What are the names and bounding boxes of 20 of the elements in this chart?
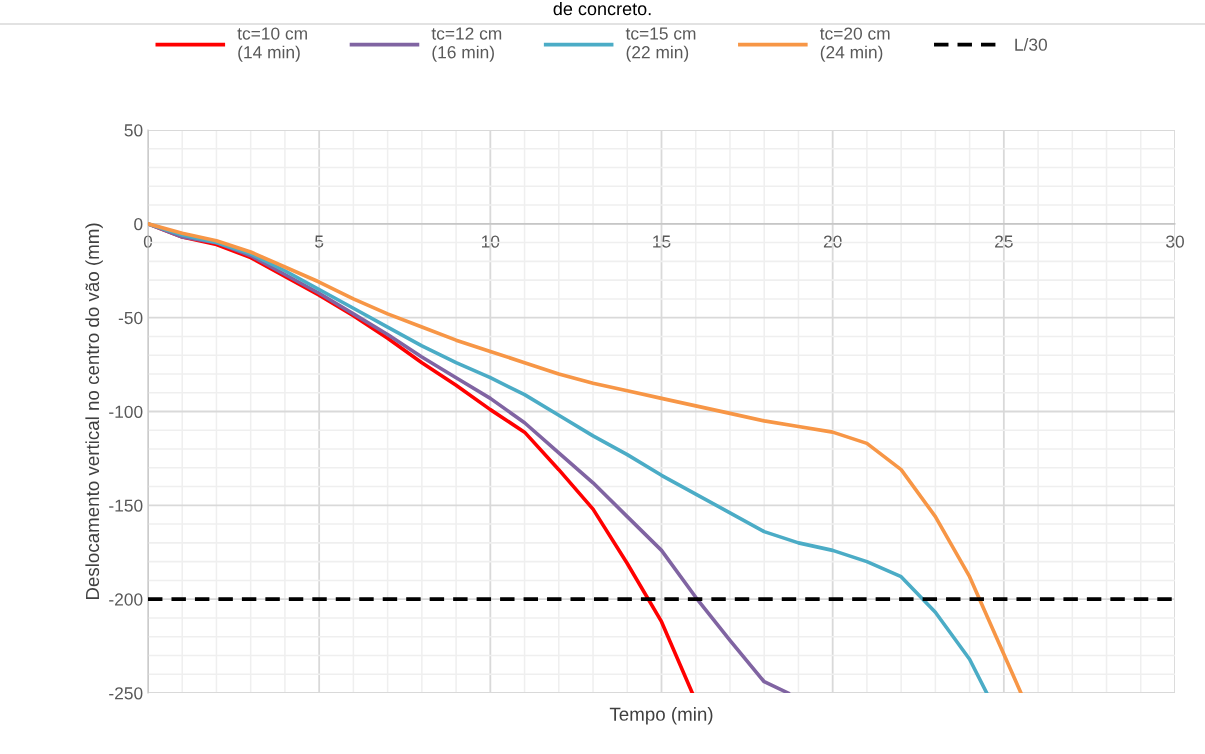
legend-label: tc=15 cm (22 min) — [625, 27, 696, 62]
x-tick-label: 25 — [995, 235, 1013, 248]
x-tick-label: 5 — [315, 235, 324, 248]
x-tick-label: 30 — [1166, 235, 1184, 248]
y-tick-label: -50 — [118, 311, 143, 325]
y-tick-label: -250 — [109, 687, 143, 700]
y-tick-label: -100 — [109, 405, 143, 418]
x-tick-label: 15 — [653, 235, 671, 248]
y-axis-title: Deslocamento vertical no centro do vão (mm) — [85, 223, 103, 600]
legend-label: tc=12 cm (16 min) — [431, 27, 502, 62]
y-tick-label: -150 — [109, 499, 143, 512]
legend-label: tc=10 cm (14 min) — [237, 27, 307, 62]
y-tick-label: 50 — [124, 124, 143, 137]
chart-title: de concreto. — [553, 2, 651, 16]
y-tick-label: -200 — [109, 593, 143, 606]
legend-label: L/30 — [1015, 38, 1048, 51]
x-axis-title: Tempo (min) — [609, 707, 713, 725]
legend-label: tc=20 cm (24 min) — [819, 27, 890, 62]
x-tick-label: 0 — [143, 235, 153, 248]
y-tick-label: 0 — [134, 218, 143, 231]
